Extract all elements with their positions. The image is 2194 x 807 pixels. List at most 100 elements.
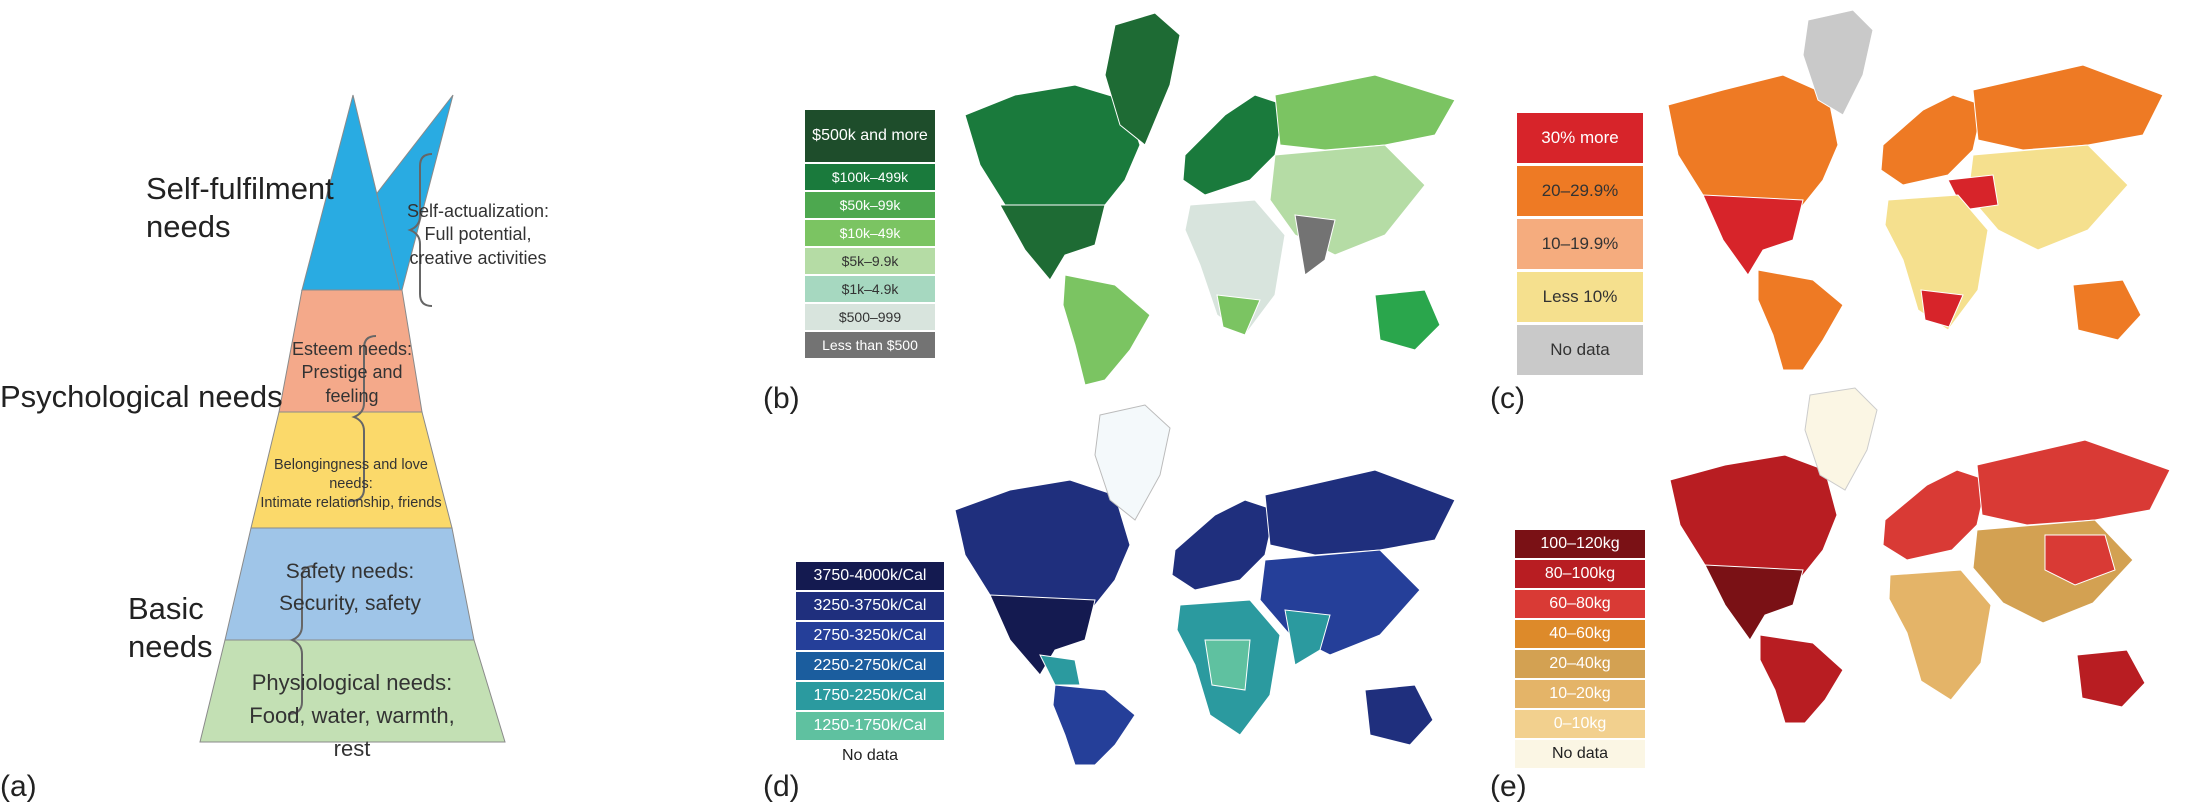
map-c-russia	[1972, 64, 2164, 151]
map-b-europe	[1182, 94, 1286, 196]
map-c-south-africa	[1920, 289, 1964, 328]
pyramid-tier-physiological	[199, 639, 506, 743]
tier-line: Intimate relationship, friends	[260, 494, 442, 511]
legend-b: $500k and more $100k–499k $50k–99k $10k–…	[805, 110, 935, 376]
map-c-greenland	[1802, 9, 1874, 116]
legend-d-item: 3750-4000k/Cal	[796, 562, 944, 590]
map-e-china	[2044, 534, 2116, 586]
tier-line: Belongingness and love needs:	[274, 457, 428, 492]
legend-d-item: 2250-2750k/Cal	[796, 652, 944, 680]
panel-label-e: (e)	[1490, 770, 1527, 803]
map-d-russia	[1264, 469, 1456, 556]
legend-b-item: Less than $500	[805, 332, 935, 358]
map-b-south-africa	[1216, 294, 1261, 336]
legend-e: 100–120kg 80–100kg 60–80kg 40–60kg 20–40…	[1515, 530, 1645, 770]
map-d-greenland	[1094, 404, 1171, 521]
world-map-c	[1667, 9, 2164, 371]
legend-e-item: No data	[1515, 740, 1645, 768]
map-e-south-america	[1759, 634, 1844, 724]
legend-e-item: 0–10kg	[1515, 710, 1645, 738]
tier-line: Prestige and feeling	[301, 362, 403, 406]
legend-e-item: 20–40kg	[1515, 650, 1645, 678]
tier-line: Food, water, warmth, rest	[249, 703, 455, 761]
legend-c-item: Less 10%	[1517, 272, 1643, 322]
tier-text-self-actualization: Self-actualization: Full potential, crea…	[388, 200, 568, 270]
group-label-basic: Basic needs	[128, 591, 213, 664]
tier-line: Security, safety	[279, 591, 421, 615]
panel-label-a: (a)	[0, 770, 37, 803]
tier-line: Full potential,	[424, 224, 532, 245]
legend-c-item: No data	[1517, 325, 1643, 375]
legend-b-item: $50k–99k	[805, 192, 935, 218]
map-d-asia	[1259, 549, 1421, 656]
tier-line: Safety needs:	[285, 560, 415, 583]
legend-d-item: 1250-1750k/Cal	[796, 712, 944, 740]
map-e-russia	[1976, 439, 2171, 526]
legend-d-item: 2750-3250k/Cal	[796, 622, 944, 650]
group-label-psychological: Psychological needs	[0, 379, 283, 414]
brace-self-fulfilment	[407, 153, 433, 307]
legend-b-item: $500k and more	[805, 110, 935, 162]
legend-d-item: No data	[796, 742, 944, 770]
map-c-usa	[1702, 194, 1804, 276]
legend-c: 30% more 20–29.9% 10–19.9% Less 10% No d…	[1517, 113, 1643, 375]
legend-c-item: 30% more	[1517, 113, 1643, 163]
map-e-europe	[1882, 469, 1988, 561]
map-b-usa	[999, 204, 1106, 281]
map-d-central-america	[1039, 654, 1081, 686]
panel-label-b: (b)	[763, 382, 800, 415]
legend-e-item: 100–120kg	[1515, 530, 1645, 558]
legend-c-item: 10–19.9%	[1517, 219, 1643, 269]
map-b-south-asia	[1294, 214, 1336, 276]
map-b-australia	[1374, 289, 1441, 351]
map-e-usa	[1704, 564, 1804, 641]
panel-label-d: (d)	[763, 770, 800, 803]
world-map-d	[954, 404, 1456, 766]
brace-basic	[287, 565, 315, 715]
map-b-asia	[1269, 144, 1426, 256]
legend-e-item: 80–100kg	[1515, 560, 1645, 588]
legend-c-item: 20–29.9%	[1517, 166, 1643, 216]
map-e-australia	[2076, 649, 2146, 708]
tier-line: Self-actualization:	[406, 201, 550, 221]
legend-d: 3750-4000k/Cal 3250-3750k/Cal 2750-3250k…	[796, 562, 944, 770]
tier-line: creative activities	[409, 247, 547, 268]
map-d-australia	[1364, 684, 1434, 746]
map-e-africa	[1888, 569, 1992, 701]
legend-b-item: $100k–499k	[805, 164, 935, 190]
legend-b-item: $1k–4.9k	[805, 276, 935, 302]
legend-d-item: 3250-3750k/Cal	[796, 592, 944, 620]
tier-text-physiological: Physiological needs: Food, water, warmth…	[232, 666, 472, 765]
world-map-e	[1669, 387, 2171, 724]
brace-psychological	[349, 335, 377, 502]
map-b-greenland	[1104, 12, 1181, 146]
legend-e-item: 40–60kg	[1515, 620, 1645, 648]
legend-b-item: $10k–49k	[805, 220, 935, 246]
map-d-usa	[989, 594, 1096, 676]
map-c-australia	[2072, 279, 2142, 341]
legend-e-item: 10–20kg	[1515, 680, 1645, 708]
pyramid-apex	[301, 94, 401, 291]
map-d-europe	[1171, 499, 1276, 591]
map-b-south-america	[1062, 274, 1151, 386]
world-map-b	[964, 12, 1456, 386]
tier-line: Esteem needs:	[291, 339, 413, 359]
tier-text-safety: Safety needs: Security, safety	[250, 556, 450, 619]
map-c-south-america	[1757, 269, 1844, 371]
map-e-greenland	[1804, 387, 1878, 491]
legend-e-item: 60–80kg	[1515, 590, 1645, 618]
legend-b-item: $5k–9.9k	[805, 248, 935, 274]
panel-label-c: (c)	[1490, 382, 1525, 415]
map-d-south-asia	[1284, 609, 1331, 666]
map-d-south-america	[1052, 684, 1136, 766]
map-c-europe	[1880, 94, 1984, 186]
legend-b-item: $500–999	[805, 304, 935, 330]
group-label-self-fulfilment: Self-fulfilment needs	[146, 171, 334, 244]
map-d-africa-central	[1204, 639, 1251, 691]
tier-line: Physiological needs:	[251, 670, 453, 695]
map-b-russia	[1274, 74, 1456, 151]
legend-d-item: 1750-2250k/Cal	[796, 682, 944, 710]
tier-text-esteem: Esteem needs: Prestige and feeling	[282, 338, 422, 408]
tier-text-belongingness: Belongingness and love needs: Intimate r…	[256, 456, 446, 513]
